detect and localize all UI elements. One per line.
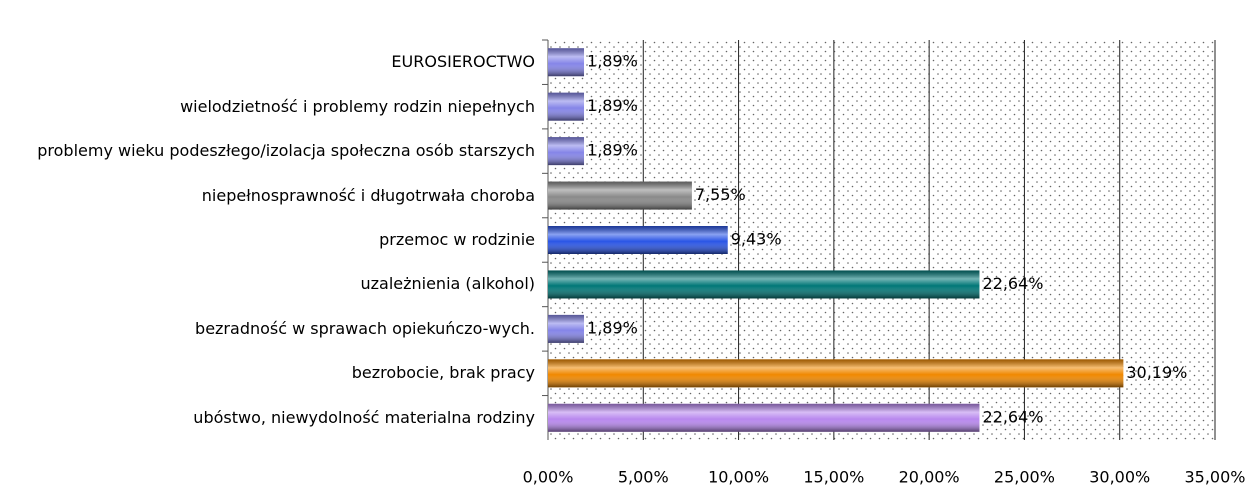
y-tick-label: bezradność w sprawach opiekuńczo-wych.	[195, 299, 535, 359]
bar-shade	[548, 226, 728, 254]
data-label: 7,55%	[695, 185, 746, 204]
bar-shade	[548, 181, 692, 210]
category-text: uzależnienia (alkohol)	[360, 274, 535, 294]
data-label: 1,89%	[587, 318, 638, 337]
y-tick-label: uzależnienia (alkohol)	[360, 254, 535, 314]
y-tick-label: przemoc w rodzinie	[379, 210, 535, 270]
y-tick-label: EUROSIEROCTWO	[391, 32, 535, 92]
category-text: EUROSIEROCTWO	[391, 52, 535, 72]
category-text: wielodzietność i problemy rodzin niepełn…	[180, 96, 535, 116]
category-text: bezrobocie, brak pracy	[351, 363, 535, 383]
x-tick-label: 20,00%	[899, 468, 960, 487]
bar-shade	[548, 137, 585, 166]
bar-shade	[548, 403, 980, 432]
bar-shade	[548, 270, 980, 299]
bar-shade	[548, 359, 1124, 388]
data-label: 30,19%	[1126, 363, 1187, 382]
data-label: 22,64%	[982, 274, 1043, 293]
category-text: problemy wieku podeszłego/izolacja społe…	[37, 141, 535, 161]
y-tick-label: problemy wieku podeszłego/izolacja społe…	[37, 121, 535, 181]
x-tick-label: 35,00%	[1184, 468, 1245, 487]
y-tick-label: wielodzietność i problemy rodzin niepełn…	[180, 77, 535, 137]
bar-shade	[548, 92, 585, 121]
x-tick-label: 5,00%	[618, 468, 669, 487]
x-tick-label: 25,00%	[994, 468, 1055, 487]
y-tick-label: bezrobocie, brak pracy	[352, 343, 535, 403]
data-label: 1,89%	[587, 141, 638, 160]
data-label: 1,89%	[587, 52, 638, 71]
data-label: 1,89%	[587, 96, 638, 115]
category-text: niepełnosprawność i długotrwała choroba	[201, 185, 535, 205]
x-tick-label: 0,00%	[523, 468, 574, 487]
x-tick-label: 30,00%	[1089, 468, 1150, 487]
category-text: ubóstwo, niewydolność materialna rodziny	[193, 407, 535, 427]
y-tick-label: ubóstwo, niewydolność materialna rodziny	[193, 388, 535, 448]
bar-shade	[548, 314, 585, 343]
bar-shade	[548, 48, 585, 77]
category-text: przemoc w rodzinie	[379, 230, 535, 249]
data-label: 22,64%	[982, 407, 1043, 426]
x-tick-label: 15,00%	[803, 468, 864, 487]
category-text: bezradność w sprawach opiekuńczo-wych.	[195, 318, 535, 338]
y-tick-label: niepełnosprawność i długotrwała choroba	[202, 166, 535, 226]
x-tick-label: 10,00%	[708, 468, 769, 487]
data-label: 9,43%	[731, 230, 782, 249]
